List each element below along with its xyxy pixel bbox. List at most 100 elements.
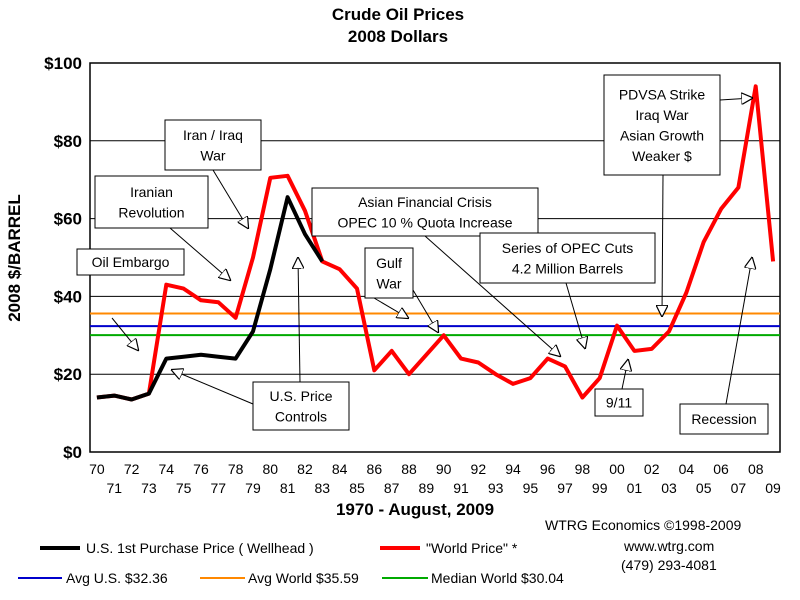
x-tick-label: 98 (575, 461, 591, 477)
annotation: Gulf War (364, 247, 438, 332)
x-tick-label: 00 (609, 461, 625, 477)
annotation: Asian Financial Crisis OPEC 10 % Quota In… (311, 187, 560, 356)
x-tick-label: 97 (557, 480, 573, 496)
annotation-box (164, 119, 262, 171)
annotation-text: Controls (275, 408, 327, 424)
annotation-box (479, 232, 656, 284)
x-tick-label: 80 (263, 461, 279, 477)
annotation: Iran / Iraq War (164, 119, 262, 228)
y-tick-labels: $0 $20 $40 $60 $80 $100 (44, 54, 82, 462)
y-tick-label: $80 (54, 132, 82, 151)
annotation: PDVSA Strike Iraq War Asian Growth Weaker $ (603, 74, 752, 316)
annotation-text: Weaker $ (632, 148, 692, 164)
chart-title: Crude Oil Prices (332, 5, 464, 24)
x-tick-label: 73 (141, 480, 157, 496)
annotation-box (94, 175, 209, 229)
x-tick-label: 09 (765, 480, 781, 496)
x-tick-label: 77 (211, 480, 227, 496)
x-tick-label: 94 (505, 461, 521, 477)
x-tick-label: 08 (748, 461, 764, 477)
legend-label-median: Median World $30.04 (431, 570, 564, 586)
annotation: Series of OPEC Cuts 4.2 Million Barrels (479, 232, 656, 348)
x-tick-label: 79 (245, 480, 261, 496)
y-tick-label: $20 (54, 365, 82, 384)
series-line-us-wellhead (96, 195, 324, 402)
annotation-text: Iranian (130, 184, 173, 200)
x-tick-label: 07 (731, 480, 747, 496)
legend-label-avg-world: Avg World $35.59 (248, 570, 359, 586)
x-tick-label: 81 (280, 480, 296, 496)
legend-label-avg-us: Avg U.S. $32.36 (66, 570, 168, 586)
x-tick-label: 84 (332, 461, 348, 477)
annotation-box (76, 248, 185, 276)
annotation-arrow (298, 258, 300, 383)
annotation-text: Iran / Iraq (183, 127, 243, 143)
annotation-arrow (373, 297, 408, 318)
annotation-text: PDVSA Strike (619, 86, 706, 102)
annotation-text: OPEC 10 % Quota Increase (337, 214, 512, 230)
x-tick-label: 76 (193, 461, 209, 477)
x-tick-label: 99 (592, 480, 608, 496)
y-axis-label: 2008 $/BARREL (5, 194, 24, 322)
annotation-box (679, 403, 769, 435)
annotation-box (311, 187, 539, 237)
x-tick-label: 03 (661, 480, 677, 496)
x-tick-label: 06 (713, 461, 729, 477)
x-tick-label: 86 (367, 461, 383, 477)
annotation-arrow (212, 169, 248, 228)
x-tick-label: 02 (644, 461, 660, 477)
annotation-text: Iraq War (635, 107, 688, 123)
x-axis-label: 1970 - August, 2009 (336, 500, 494, 519)
annotation-text: U.S. Price (269, 388, 332, 404)
credit-line-3: (479) 293-4081 (621, 557, 717, 573)
legend: U.S. 1st Purchase Price ( Wellhead ) "Wo… (18, 517, 741, 586)
annotation-text: Recession (691, 411, 756, 427)
x-tick-label: 74 (158, 461, 174, 477)
y-tick-label: $60 (54, 210, 82, 229)
annotation-arrow (662, 174, 663, 316)
legend-label-us: U.S. 1st Purchase Price ( Wellhead ) (86, 540, 314, 556)
annotation-box (252, 381, 350, 431)
x-tick-label: 71 (106, 480, 122, 496)
credit-line-1: WTRG Economics ©1998-2009 (545, 517, 741, 533)
annotation-arrow (622, 360, 628, 390)
annotation-arrow (565, 282, 585, 348)
annotation-arrow (172, 370, 254, 405)
x-tick-label: 70 (89, 461, 105, 477)
annotation-box (364, 247, 414, 299)
annotation-text: Revolution (118, 204, 184, 220)
y-tick-label: $100 (44, 54, 82, 73)
x-tick-label: 72 (124, 461, 140, 477)
annotation: 9/11 (594, 360, 644, 417)
annotation: U.S. Price Controls (172, 258, 350, 431)
annotation-arrow (169, 227, 230, 280)
x-tick-label: 89 (419, 480, 435, 496)
annotation: Recession (679, 258, 769, 435)
legend-label-world: "World Price" * (426, 540, 518, 556)
annotations: Oil Embargo Iranian Revolution Iran / Iraq W… (76, 74, 769, 435)
x-tick-label: 78 (228, 461, 244, 477)
x-tick-label: 85 (349, 480, 365, 496)
annotation-box (594, 388, 644, 417)
annotation-text: War (200, 147, 225, 163)
x-tick-labels: 7071727374757677787980818283848586878889… (89, 461, 781, 496)
annotation-text: Asian Growth (620, 127, 704, 143)
x-tick-label: 05 (696, 480, 712, 496)
annotation-arrow (719, 98, 752, 100)
annotation-text: 4.2 Million Barrels (512, 260, 623, 276)
annotation-arrow (424, 235, 560, 356)
y-tick-label: $40 (54, 287, 82, 306)
annotation-box (603, 74, 721, 176)
x-tick-label: 93 (488, 480, 504, 496)
annotation: Iranian Revolution (94, 175, 230, 280)
credit-line-2: www.wtrg.com (623, 538, 714, 554)
annotation-arrow (412, 289, 438, 332)
annotation: Oil Embargo (76, 248, 185, 350)
x-tick-label: 87 (384, 480, 400, 496)
annotation-text: Asian Financial Crisis (358, 194, 492, 210)
chart-subtitle: 2008 Dollars (348, 27, 448, 46)
x-tick-label: 95 (523, 480, 539, 496)
x-tick-label: 90 (436, 461, 452, 477)
x-tick-label: 75 (176, 480, 192, 496)
